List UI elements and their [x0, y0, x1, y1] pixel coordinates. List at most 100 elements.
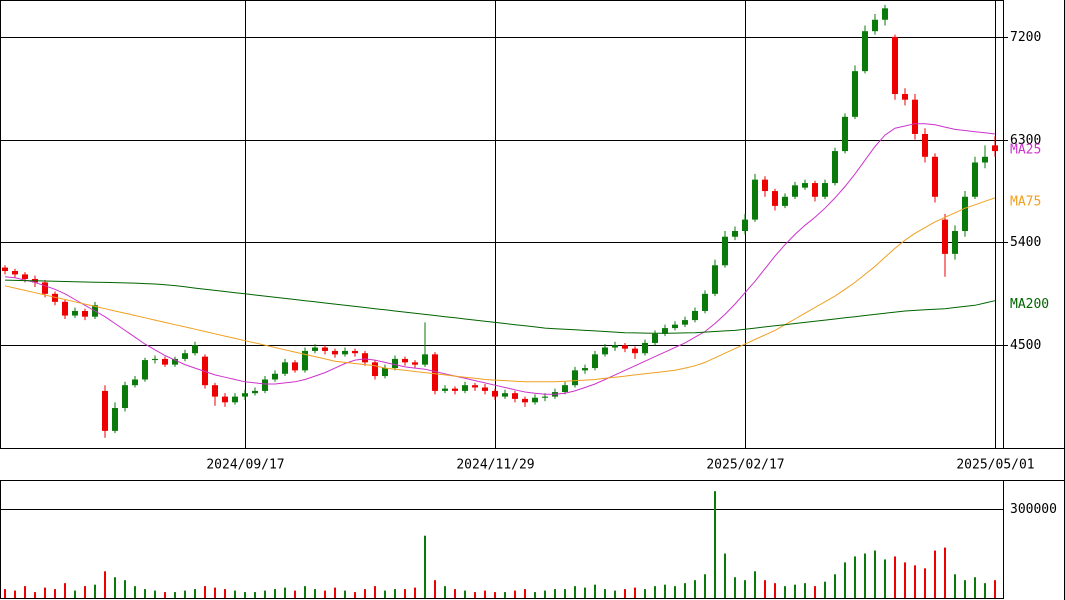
- volume-bar: [204, 586, 206, 598]
- candle-body: [642, 342, 648, 354]
- volume-bar: [384, 590, 386, 598]
- volume-bar: [524, 589, 526, 598]
- volume-bar: [184, 590, 186, 598]
- volume-bar: [944, 547, 946, 598]
- volume-bar: [714, 491, 716, 598]
- candle-body: [452, 388, 458, 391]
- x-tick-label: 2024/11/29: [456, 458, 534, 473]
- candle-body: [882, 8, 888, 20]
- volume-bar: [194, 589, 196, 598]
- ma-line: [4, 123, 996, 395]
- volume-bar: [4, 589, 6, 598]
- candle-body: [592, 354, 598, 369]
- volume-bar: [304, 586, 306, 598]
- volume-bar: [214, 587, 216, 598]
- volume-bar: [444, 586, 446, 598]
- candle-body: [242, 393, 248, 397]
- volume-bar: [814, 586, 816, 598]
- volume-bar: [454, 589, 456, 598]
- volume-bar: [884, 559, 886, 598]
- volume-bar: [334, 587, 336, 598]
- candle-body: [722, 236, 728, 266]
- volume-bar: [14, 590, 16, 598]
- volume-bar: [234, 590, 236, 598]
- candle-body: [222, 396, 228, 403]
- candle-body: [432, 354, 438, 391]
- volume-bar: [704, 574, 706, 598]
- candle-body: [272, 373, 278, 380]
- candle-body: [672, 324, 678, 329]
- candle-body: [22, 274, 28, 279]
- candle-body: [182, 353, 188, 359]
- volume-bar: [294, 590, 296, 598]
- candle-body: [472, 385, 478, 388]
- volume-bar: [674, 586, 676, 598]
- volume-bar: [134, 586, 136, 598]
- x-tick-label: 2025/05/01: [956, 458, 1034, 473]
- volume-bar: [424, 535, 426, 598]
- candle-body: [162, 358, 168, 365]
- candle-body: [712, 265, 718, 294]
- candle-body: [302, 350, 308, 371]
- candle-body: [62, 301, 68, 316]
- candle-body: [982, 156, 988, 163]
- candle-body: [112, 408, 118, 431]
- candle-body: [702, 293, 708, 311]
- volume-bar: [404, 589, 406, 598]
- candle-body: [542, 396, 548, 398]
- candle-body: [962, 196, 968, 232]
- candle-body: [992, 145, 998, 152]
- volume-bar: [834, 574, 836, 598]
- volume-bar: [574, 586, 576, 598]
- candle-body: [132, 379, 138, 386]
- legend-label: MA25: [1010, 142, 1041, 157]
- candle-body: [442, 388, 448, 391]
- volume-bar: [414, 587, 416, 598]
- volume-bar: [244, 592, 246, 598]
- candle-body: [152, 358, 158, 361]
- y-tick-label: 7200: [1010, 30, 1041, 45]
- candle-body: [192, 345, 198, 354]
- volume-bar: [504, 592, 506, 598]
- candle-body: [332, 350, 338, 355]
- volume-bar: [984, 583, 986, 598]
- candle-body: [402, 358, 408, 363]
- volume-bar: [684, 583, 686, 598]
- candle-body: [632, 348, 638, 354]
- volume-bar: [544, 590, 546, 598]
- candle-body: [412, 362, 418, 365]
- candle-body: [842, 116, 848, 152]
- volume-bar: [274, 589, 276, 598]
- volume-bar: [624, 589, 626, 598]
- volume-bar: [604, 589, 606, 598]
- y-tick-label: 6300: [1010, 133, 1041, 148]
- candle-body: [622, 345, 628, 349]
- volume-bar: [594, 584, 596, 598]
- volume-bar: [324, 590, 326, 598]
- candle-body: [572, 370, 578, 386]
- candle-body: [252, 390, 258, 394]
- volume-bar: [794, 584, 796, 598]
- candle-body: [512, 393, 518, 399]
- volume-bar: [534, 592, 536, 598]
- volume-bar: [744, 580, 746, 598]
- candle-body: [942, 219, 948, 254]
- candle-body: [522, 398, 528, 403]
- volume-bar: [894, 556, 896, 598]
- volume-bar: [974, 577, 976, 598]
- candle-body: [932, 156, 938, 197]
- volume-bar: [284, 587, 286, 598]
- candle-body: [82, 310, 88, 317]
- candle-body: [652, 333, 658, 343]
- volume-bar: [774, 583, 776, 598]
- volume-bar: [434, 580, 436, 598]
- candle-body: [202, 356, 208, 386]
- candle-body: [872, 19, 878, 32]
- candle-body: [312, 347, 318, 351]
- candle-body: [422, 354, 428, 365]
- volume-bar: [264, 590, 266, 598]
- candle-body: [342, 350, 348, 355]
- candle-body: [612, 345, 618, 348]
